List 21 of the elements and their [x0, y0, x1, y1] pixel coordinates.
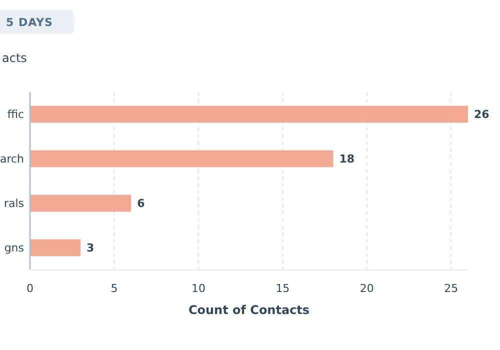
- y-tick-label: ffic: [7, 108, 24, 122]
- bar: [30, 106, 468, 123]
- bar: [30, 194, 132, 212]
- data-label: 3: [86, 242, 94, 255]
- chart-title: acts: [2, 51, 27, 66]
- data-label: 26: [474, 108, 490, 122]
- text: 5 DAYS: [6, 16, 53, 29]
- x-tick-label: 10: [191, 282, 206, 295]
- x-tick-label: 0: [26, 282, 34, 295]
- y-tick-label: rals: [4, 197, 24, 210]
- data-label: 6: [137, 197, 146, 210]
- x-tick-label: 25: [444, 282, 458, 295]
- y-tick-label: arch: [0, 152, 24, 166]
- x-tick-label: 15: [276, 282, 290, 295]
- x-tick-label: 20: [360, 282, 374, 295]
- x-tick-label: 5: [110, 282, 118, 295]
- bar: [30, 150, 334, 168]
- y-tick-label: gns: [4, 242, 24, 255]
- x-axis-title: Count of Contacts: [188, 303, 310, 318]
- bar: [30, 239, 81, 256]
- data-label: 18: [339, 152, 355, 166]
